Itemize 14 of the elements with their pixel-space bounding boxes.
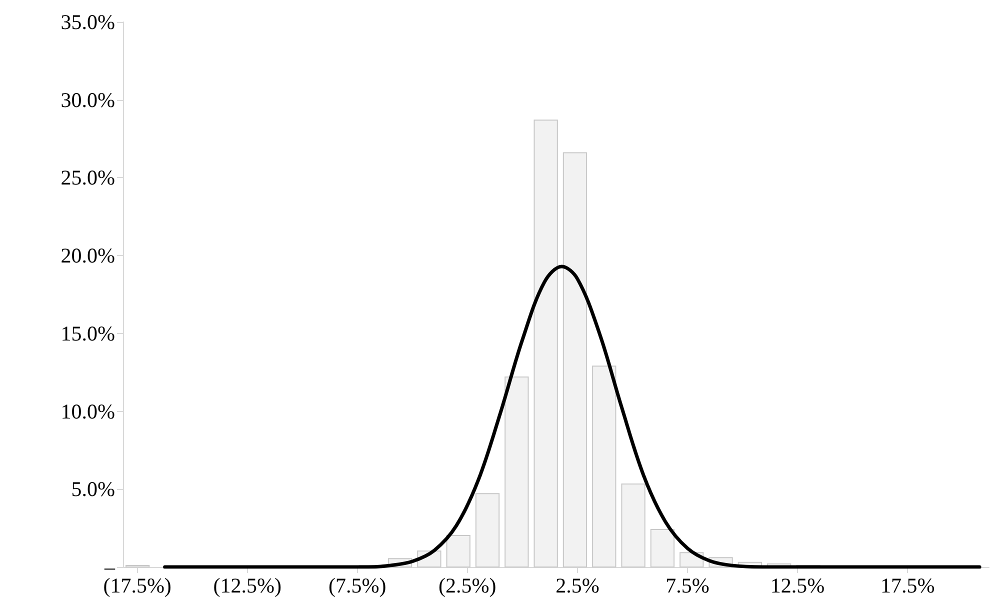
x-tick-label: (12.5%) [213, 574, 282, 598]
y-tick-label: 5.0% [71, 477, 115, 502]
x-tick-label: 12.5% [770, 574, 825, 598]
y-tick-label: 25.0% [60, 166, 115, 190]
x-tick-label: (7.5%) [328, 574, 386, 598]
x-tick-label: 7.5% [666, 574, 710, 598]
y-tick-label: 20.0% [60, 244, 115, 268]
x-tick-label: 2.5% [556, 574, 600, 598]
x-tick-label: (2.5%) [438, 574, 496, 598]
y-tick-label: 30.0% [60, 88, 115, 112]
y-tick-label: 10.0% [60, 399, 115, 424]
y-tick-label: 15.0% [60, 321, 115, 346]
y-tick-label: 35.0% [60, 10, 115, 34]
x-tick-label: 17.5% [880, 574, 935, 598]
